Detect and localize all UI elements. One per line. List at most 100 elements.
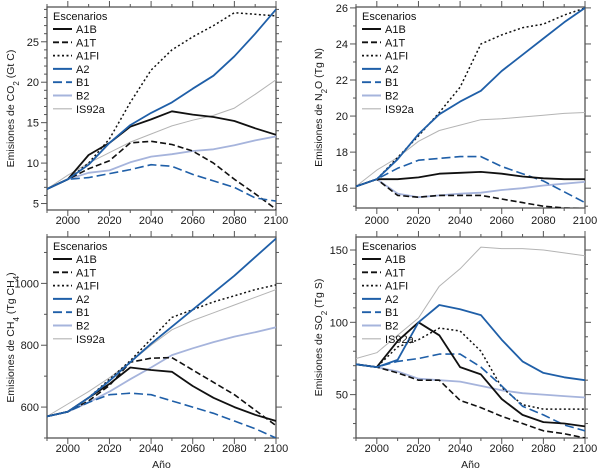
legend-label-is92a: IS92a <box>76 334 106 346</box>
legend-title: Escenarios <box>53 11 108 23</box>
series-line-b2 <box>47 135 276 190</box>
legend-label-a2: A2 <box>76 64 89 76</box>
y-tick-label: 100 <box>330 317 348 329</box>
series-line-a2 <box>356 304 585 382</box>
x-tick-label: 2000 <box>56 443 80 455</box>
series-line-a1t <box>356 363 585 438</box>
series-group <box>47 237 276 438</box>
legend-label-a1b: A1B <box>76 24 97 36</box>
legend-label-b1: B1 <box>385 307 398 319</box>
chart-panel-so2: 2000 2020 2040 2060 2080 2100 50 100 150 Emisione… <box>313 231 597 471</box>
chart-panel-ch4: 2000 2020 2040 2060 2080 2100 600 800 1000Emisio… <box>5 231 288 471</box>
series-line-a2 <box>47 237 276 418</box>
legend-label-b1: B1 <box>385 77 398 89</box>
legend-label-a1t: A1T <box>76 37 96 49</box>
legend-label-a1fi: A1FI <box>385 51 408 63</box>
series-line-is92a <box>356 112 585 187</box>
x-tick-label: 2080 <box>531 215 555 227</box>
x-axis-label: Año <box>152 459 171 471</box>
x-tick-label: 2040 <box>448 443 472 455</box>
x-tick-label: 2100 <box>264 215 288 227</box>
series-line-b2 <box>356 178 585 199</box>
x-tick-label: 2100 <box>573 443 597 455</box>
y-tick-label: 50 <box>336 390 348 402</box>
y-tick-label: 600 <box>21 402 39 414</box>
series-line-b1 <box>47 392 276 438</box>
legend-label-a1fi: A1FI <box>76 51 99 63</box>
series-line-a1fi <box>47 11 276 190</box>
legend-label-b2: B2 <box>385 321 398 333</box>
y-axis-label: Emisiones de SO2 (Tg S) <box>313 279 329 397</box>
series-line-a2 <box>356 7 585 188</box>
series-line-a1b <box>356 170 585 188</box>
x-axis-label: Año <box>461 459 480 471</box>
legend-label-b2: B2 <box>385 91 398 103</box>
x-tick-label: 2020 <box>97 443 121 455</box>
y-tick-label: 18 <box>336 147 348 159</box>
legend-label-a2: A2 <box>76 294 89 306</box>
legend-label-a1t: A1T <box>76 267 96 279</box>
x-tick-label: 2100 <box>573 215 597 227</box>
chart-panel-co2: 2000 2020 2040 2060 2080 2100 5 10 15 20 25 Emision… <box>5 1 288 227</box>
legend-label-b2: B2 <box>76 321 89 333</box>
legend-title: Escenarios <box>53 241 108 253</box>
x-tick-label: 2060 <box>180 215 204 227</box>
series-line-a1b <box>47 366 276 422</box>
x-tick-label: 2080 <box>531 443 555 455</box>
x-tick-label: 2040 <box>448 215 472 227</box>
y-tick-label: 25 <box>27 37 39 49</box>
x-tick-label: 2080 <box>222 215 246 227</box>
series-line-is92a <box>356 246 585 359</box>
series-line-a1t <box>47 356 276 427</box>
series-line-a1b <box>356 321 585 428</box>
legend-label-b1: B1 <box>76 77 89 89</box>
y-tick-label: 16 <box>336 183 348 195</box>
x-tick-label: 2080 <box>222 443 246 455</box>
legend-label-b2: B2 <box>76 91 89 103</box>
legend-label-is92a: IS92a <box>385 334 415 346</box>
legend-label-a1t: A1T <box>385 37 405 49</box>
series-line-a1t <box>356 178 583 208</box>
x-tick-label: 2000 <box>365 215 389 227</box>
legend-label-a1b: A1B <box>385 24 406 36</box>
y-tick-label: 150 <box>330 245 348 257</box>
legend-label-is92a: IS92a <box>385 104 415 116</box>
legend-label-is92a: IS92a <box>76 104 106 116</box>
series-line-a1b <box>47 110 276 190</box>
series-line-b1 <box>356 155 585 204</box>
y-axis-label: Emisiones de CH4 (Tg CH4) <box>5 272 21 402</box>
legend-label-a1b: A1B <box>76 254 97 266</box>
series-group <box>47 8 276 210</box>
series-line-is92a <box>47 289 276 417</box>
x-tick-label: 2040 <box>139 443 163 455</box>
y-tick-label: 20 <box>27 77 39 89</box>
plot-frame <box>46 6 277 211</box>
series-group <box>356 7 585 208</box>
y-axis-label: Emisiones de N2O (Tg N) <box>313 48 329 167</box>
chart-panel-n2o: 2000 2020 2040 2060 2080 2100 16 18 20 22 24 26 Emis… <box>313 1 597 227</box>
series-line-b1 <box>356 353 585 432</box>
legend-label-a1b: A1B <box>385 254 406 266</box>
plot-frame <box>355 236 586 439</box>
y-tick-label: 15 <box>27 118 39 130</box>
x-tick-label: 2020 <box>406 215 430 227</box>
series-line-a2 <box>47 8 276 190</box>
x-tick-label: 2000 <box>365 443 389 455</box>
legend-label-a1fi: A1FI <box>76 281 99 293</box>
x-tick-label: 2060 <box>489 443 513 455</box>
x-tick-label: 2100 <box>264 443 288 455</box>
y-tick-label: 1000 <box>15 278 39 290</box>
y-tick-label: 20 <box>336 111 348 123</box>
y-tick-label: 26 <box>336 3 348 15</box>
legend-label-a1t: A1T <box>385 267 405 279</box>
y-tick-label: 24 <box>336 39 348 51</box>
y-tick-label: 800 <box>21 340 39 352</box>
legend-label-a2: A2 <box>385 64 398 76</box>
series-line-b2 <box>356 363 585 399</box>
y-axis-label: Emisiones de CO2 (Gt C) <box>5 50 21 168</box>
